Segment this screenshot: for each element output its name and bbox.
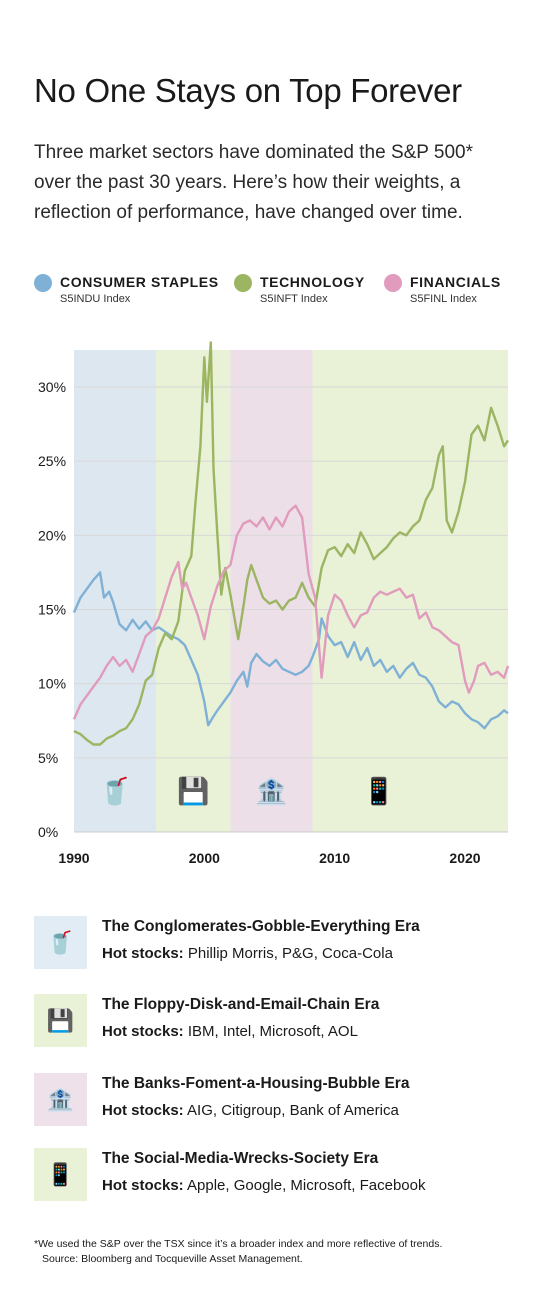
legend-dot-financials	[384, 274, 402, 292]
series-line-technology	[73, 341, 510, 746]
era-item-social-media: 📱 The Social-Media-Wrecks-Society Era Ho…	[0, 1148, 540, 1208]
era-item-conglomerates: 🥤 The Conglomerates-Gobble-Everything Er…	[0, 916, 540, 976]
x-tick-label: 2020	[449, 850, 480, 866]
footnote-source: Source: Bloomberg and Tocqueville Asset …	[42, 1253, 303, 1265]
y-tick-label: 15%	[38, 602, 66, 618]
series-line-consumer-staples	[72, 571, 509, 730]
series-line-financials	[72, 504, 510, 720]
era-band-2	[230, 350, 313, 832]
era-item-floppy-disk: 💾 The Floppy-Disk-and-Email-Chain Era Ho…	[0, 994, 540, 1054]
legend-index: S5INDU Index	[60, 293, 131, 305]
y-tick-label: 0%	[38, 824, 58, 840]
legend-index: S5INFT Index	[260, 293, 328, 305]
hot-stocks-label: Hot stocks:	[102, 945, 184, 962]
hot-stocks-label: Hot stocks:	[102, 1023, 184, 1040]
page-title: No One Stays on Top Forever	[34, 72, 462, 109]
bank-icon: 🏦	[34, 1073, 87, 1126]
page-subtitle: Three market sectors have dominated the …	[34, 142, 474, 223]
y-tick-label: 5%	[38, 750, 58, 766]
mobile-phone-icon: 📱	[363, 776, 395, 806]
era-hot-stocks: Hot stocks: Apple, Google, Microsoft, Fa…	[102, 1177, 426, 1194]
y-tick-label: 20%	[38, 527, 66, 543]
chart-legend: CONSUMER STAPLES S5INDU Index TECHNOLOGY…	[0, 273, 540, 313]
hot-stocks-label: Hot stocks:	[102, 1177, 184, 1194]
era-band-0	[74, 350, 157, 832]
legend-label: FINANCIALS	[410, 274, 501, 290]
legend-dot-technology	[234, 274, 252, 292]
soda-cup-icon: 🥤	[99, 776, 131, 806]
x-tick-label: 1990	[58, 850, 89, 866]
soda-cup-icon: 🥤	[34, 916, 87, 969]
era-title: The Floppy-Disk-and-Email-Chain Era	[102, 996, 380, 1013]
era-title: The Banks-Foment-a-Housing-Bubble Era	[102, 1075, 410, 1092]
era-hot-stocks: Hot stocks: AIG, Citigroup, Bank of Amer…	[102, 1102, 399, 1119]
x-tick-label: 2010	[319, 850, 350, 866]
hot-stocks-list: Phillip Morris, P&G, Coca-Cola	[187, 945, 393, 962]
hot-stocks-list: IBM, Intel, Microsoft, AOL	[187, 1023, 358, 1040]
legend-label: CONSUMER STAPLES	[60, 274, 219, 290]
era-hot-stocks: Hot stocks: IBM, Intel, Microsoft, AOL	[102, 1023, 358, 1040]
era-title: The Conglomerates-Gobble-Everything Era	[102, 918, 420, 935]
bank-icon: 🏦	[255, 776, 287, 806]
era-band-3	[312, 350, 508, 832]
era-title: The Social-Media-Wrecks-Society Era	[102, 1150, 379, 1167]
floppy-disk-icon: 💾	[34, 994, 87, 1047]
legend-index: S5FINL Index	[410, 293, 477, 305]
hot-stocks-label: Hot stocks:	[102, 1102, 184, 1119]
y-tick-label: 25%	[38, 453, 66, 469]
hot-stocks-list: Apple, Google, Microsoft, Facebook	[187, 1177, 426, 1194]
footnote-note: *We used the S&P over the TSX since it’s…	[34, 1238, 443, 1250]
legend-label: TECHNOLOGY	[260, 274, 365, 290]
legend-dot-consumer-staples	[34, 274, 52, 292]
era-hot-stocks: Hot stocks: Phillip Morris, P&G, Coca-Co…	[102, 945, 393, 962]
floppy-disk-icon: 💾	[177, 776, 209, 806]
sector-weight-line-chart: 0% 5% 10% 15% 20% 25% 30% 🥤 💾 🏦 📱 1990 2000 2010 2020	[38, 341, 510, 866]
x-tick-label: 2000	[189, 850, 220, 866]
y-tick-label: 30%	[38, 379, 66, 395]
y-tick-label: 10%	[38, 676, 66, 692]
hot-stocks-list: AIG, Citigroup, Bank of America	[187, 1102, 399, 1119]
era-item-banks: 🏦 The Banks-Foment-a-Housing-Bubble Era …	[0, 1073, 540, 1133]
footnote: *We used the S&P over the TSX since it’s…	[34, 1237, 514, 1267]
mobile-phone-icon: 📱	[34, 1148, 87, 1201]
